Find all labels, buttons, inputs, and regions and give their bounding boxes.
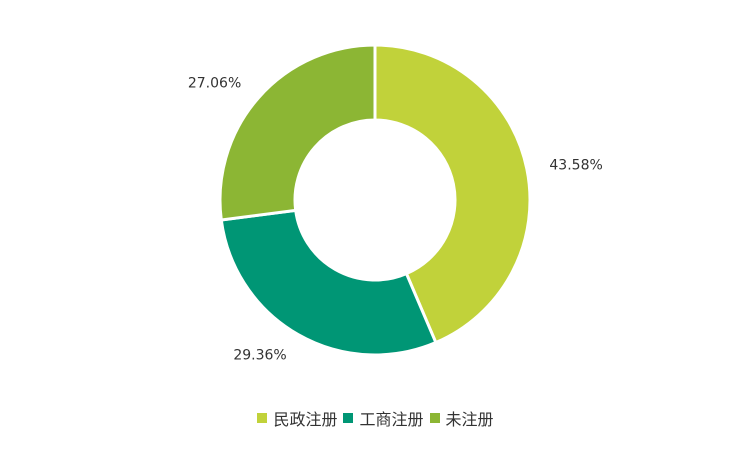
legend-swatch-gongshang bbox=[343, 413, 354, 423]
data-label-minzheng: 43.58% bbox=[549, 157, 602, 173]
legend-label-unregistered: 未注册 bbox=[445, 410, 494, 429]
data-label-gongshang: 29.36% bbox=[233, 348, 286, 364]
legend-item-unregistered[interactable]: 未注册 bbox=[429, 406, 494, 430]
legend-item-gongshang[interactable]: 工商注册 bbox=[343, 406, 424, 430]
legend-label-gongshang: 工商注册 bbox=[359, 410, 424, 429]
legend-label-minzheng: 民政注册 bbox=[273, 410, 338, 429]
data-label-unregistered: 27.06% bbox=[188, 76, 241, 92]
slice-unregistered[interactable] bbox=[218, 43, 377, 222]
legend-item-minzheng[interactable]: 民政注册 bbox=[257, 406, 337, 430]
slice-minzheng[interactable] bbox=[373, 43, 532, 345]
legend-swatch-minzheng bbox=[257, 413, 268, 423]
slice-gongshang[interactable] bbox=[219, 208, 438, 357]
legend-swatch-unregistered bbox=[429, 413, 440, 423]
chart-legend: 民政注册 工商注册 未注册 bbox=[0, 406, 751, 430]
